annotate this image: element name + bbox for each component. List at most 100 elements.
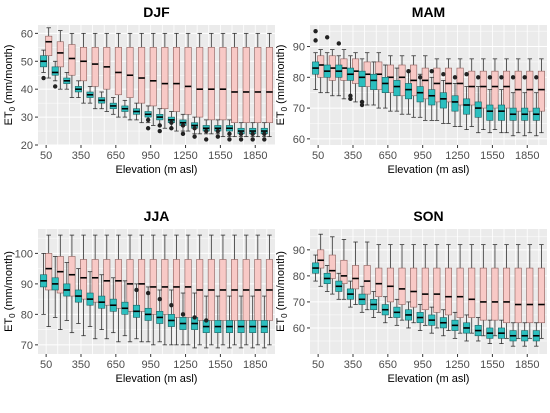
y-tick-label: 90	[293, 245, 305, 257]
y-tick-label: 70	[293, 103, 305, 115]
outlier-point	[157, 128, 162, 134]
y-axis-label-sub: 0	[8, 106, 17, 111]
box	[358, 285, 366, 313]
box	[74, 80, 82, 98]
y-tick-label: 90	[21, 279, 33, 291]
x-axis-label: Elevation (m asl)	[388, 373, 470, 385]
box-body	[172, 259, 180, 318]
box	[463, 314, 471, 342]
box	[312, 254, 320, 282]
box	[91, 234, 99, 340]
box-body	[340, 259, 348, 284]
x-tick-label: 350	[72, 359, 90, 371]
box	[156, 289, 164, 343]
outlier-point	[250, 131, 255, 137]
box	[503, 244, 511, 339]
box-body	[375, 267, 383, 298]
outlier-point	[41, 75, 46, 81]
box-body	[138, 259, 146, 312]
series-b	[312, 254, 540, 347]
y-tick-label: 30	[21, 112, 33, 124]
box	[352, 241, 360, 305]
panel-title: JJA	[144, 208, 170, 224]
outlier-point	[145, 126, 151, 131]
panel-mam: 60 70 80 90 50 350 650 950 1250 1550 1850 MAM Elevat…	[275, 4, 547, 176]
x-axis-label: Elevation (m asl)	[116, 373, 198, 385]
outlier-point	[250, 137, 255, 142]
box	[68, 32, 76, 98]
box	[265, 234, 273, 346]
box-body	[463, 98, 471, 115]
x-tick-label: 350	[344, 150, 362, 162]
outlier-point	[238, 131, 244, 137]
x-tick-label: 50	[312, 359, 324, 371]
series-b	[312, 28, 540, 137]
box	[242, 32, 250, 138]
box-body	[161, 47, 169, 110]
x-tick-label: 1850	[515, 150, 539, 162]
box-body	[370, 73, 378, 90]
box	[375, 244, 383, 313]
box	[179, 113, 187, 137]
x-tick-label: 650	[107, 150, 125, 162]
y-axis-label-main: ET	[3, 318, 15, 332]
panel-son: 60 70 80 90 50 350 650 950 1250 1550 1850 SON Elevat…	[275, 208, 547, 385]
box-body	[537, 70, 545, 112]
outlier-point	[348, 96, 353, 102]
outlier-point	[227, 137, 232, 142]
box	[138, 234, 146, 343]
box-body	[444, 67, 452, 103]
box	[405, 301, 413, 329]
y-axis-label: ET0 (mm/month)	[3, 45, 17, 126]
box-body	[468, 267, 476, 318]
box	[497, 319, 505, 344]
x-tick-label: 950	[142, 359, 160, 371]
box	[328, 236, 336, 295]
box	[468, 58, 476, 127]
box	[254, 234, 262, 346]
box	[486, 75, 494, 134]
box	[167, 111, 175, 131]
y-tick-label: 70	[21, 340, 33, 352]
outlier-point	[145, 117, 151, 123]
box	[207, 234, 215, 346]
box	[260, 295, 268, 349]
box	[191, 292, 199, 349]
outlier-point	[464, 72, 469, 77]
box	[63, 262, 71, 321]
box-body	[456, 67, 464, 106]
box	[433, 58, 441, 121]
series-b	[40, 252, 268, 349]
y-tick-label: 90	[293, 42, 305, 54]
box	[103, 234, 111, 340]
y-tick-label: 50	[21, 56, 33, 68]
box	[254, 32, 262, 138]
y-tick-label: 40	[21, 84, 33, 96]
box	[133, 102, 141, 121]
box-body	[68, 256, 76, 297]
box	[56, 30, 64, 90]
box-body	[386, 267, 394, 303]
box	[225, 295, 233, 349]
box-body	[468, 70, 476, 106]
box	[514, 58, 522, 134]
outlier-point	[417, 75, 423, 80]
outlier-point	[157, 123, 162, 128]
box	[323, 35, 331, 94]
x-tick-label: 650	[379, 150, 397, 162]
box	[191, 116, 199, 139]
box	[172, 234, 180, 346]
box-body	[242, 47, 250, 123]
box	[126, 32, 134, 121]
box	[225, 119, 233, 142]
box	[161, 234, 169, 346]
box	[340, 239, 348, 300]
y-axis-label-unit: (mm/month)	[3, 251, 15, 313]
outlier-point	[487, 75, 493, 80]
box	[486, 319, 494, 344]
box	[370, 291, 378, 318]
box	[40, 252, 48, 315]
box	[138, 32, 146, 124]
box-body	[526, 70, 534, 112]
